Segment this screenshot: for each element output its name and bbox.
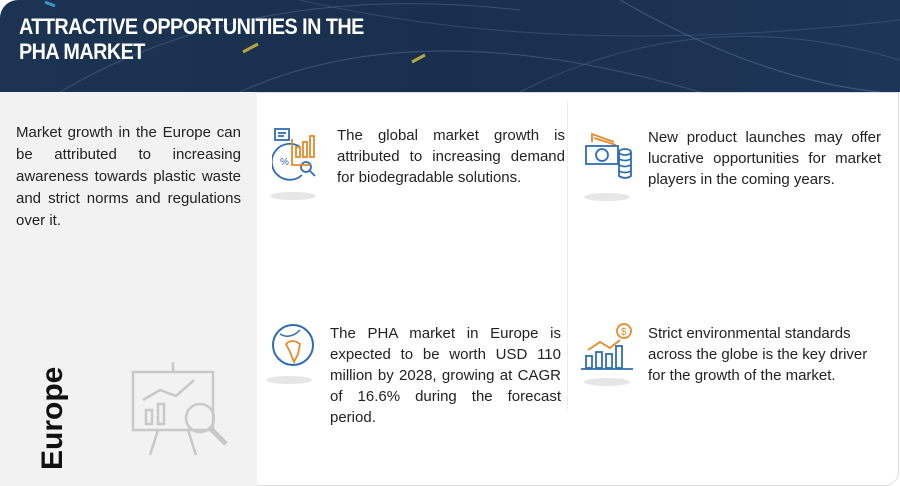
svg-text:%: %: [280, 157, 289, 168]
icon-shadow: [584, 378, 630, 386]
report-analysis-icon: %: [272, 128, 316, 181]
region-panel: Market growth in the Europe can be attri…: [0, 92, 257, 486]
region-description: Market growth in the Europe can be attri…: [16, 124, 241, 229]
icon-shadow: [584, 193, 630, 201]
opportunity-item: New product launches may offer lucrative…: [648, 129, 881, 188]
page-title: ATTRACTIVE OPPORTUNITIES IN THE PHA MARK…: [19, 14, 364, 64]
region-label: Europe: [36, 366, 69, 470]
money-coins-icon: [585, 132, 632, 179]
globe-icon: [272, 324, 314, 366]
svg-text:$: $: [621, 327, 627, 338]
opportunity-item: The global market growth is attributed t…: [337, 127, 565, 186]
column-divider: [567, 100, 568, 410]
opportunity-item: Strict environmental standards across th…: [648, 325, 868, 384]
light-streaks-decoration: [44, 0, 900, 92]
opportunity-item: The PHA market in Europe is expected to …: [330, 325, 561, 426]
analytics-board-icon: [131, 362, 228, 456]
icon-shadow: [266, 376, 312, 384]
header-banner: ATTRACTIVE OPPORTUNITIES IN THE PHA MARK…: [0, 0, 900, 92]
growth-chart-dollar-icon: $: [581, 323, 633, 370]
icon-shadow: [270, 192, 316, 200]
